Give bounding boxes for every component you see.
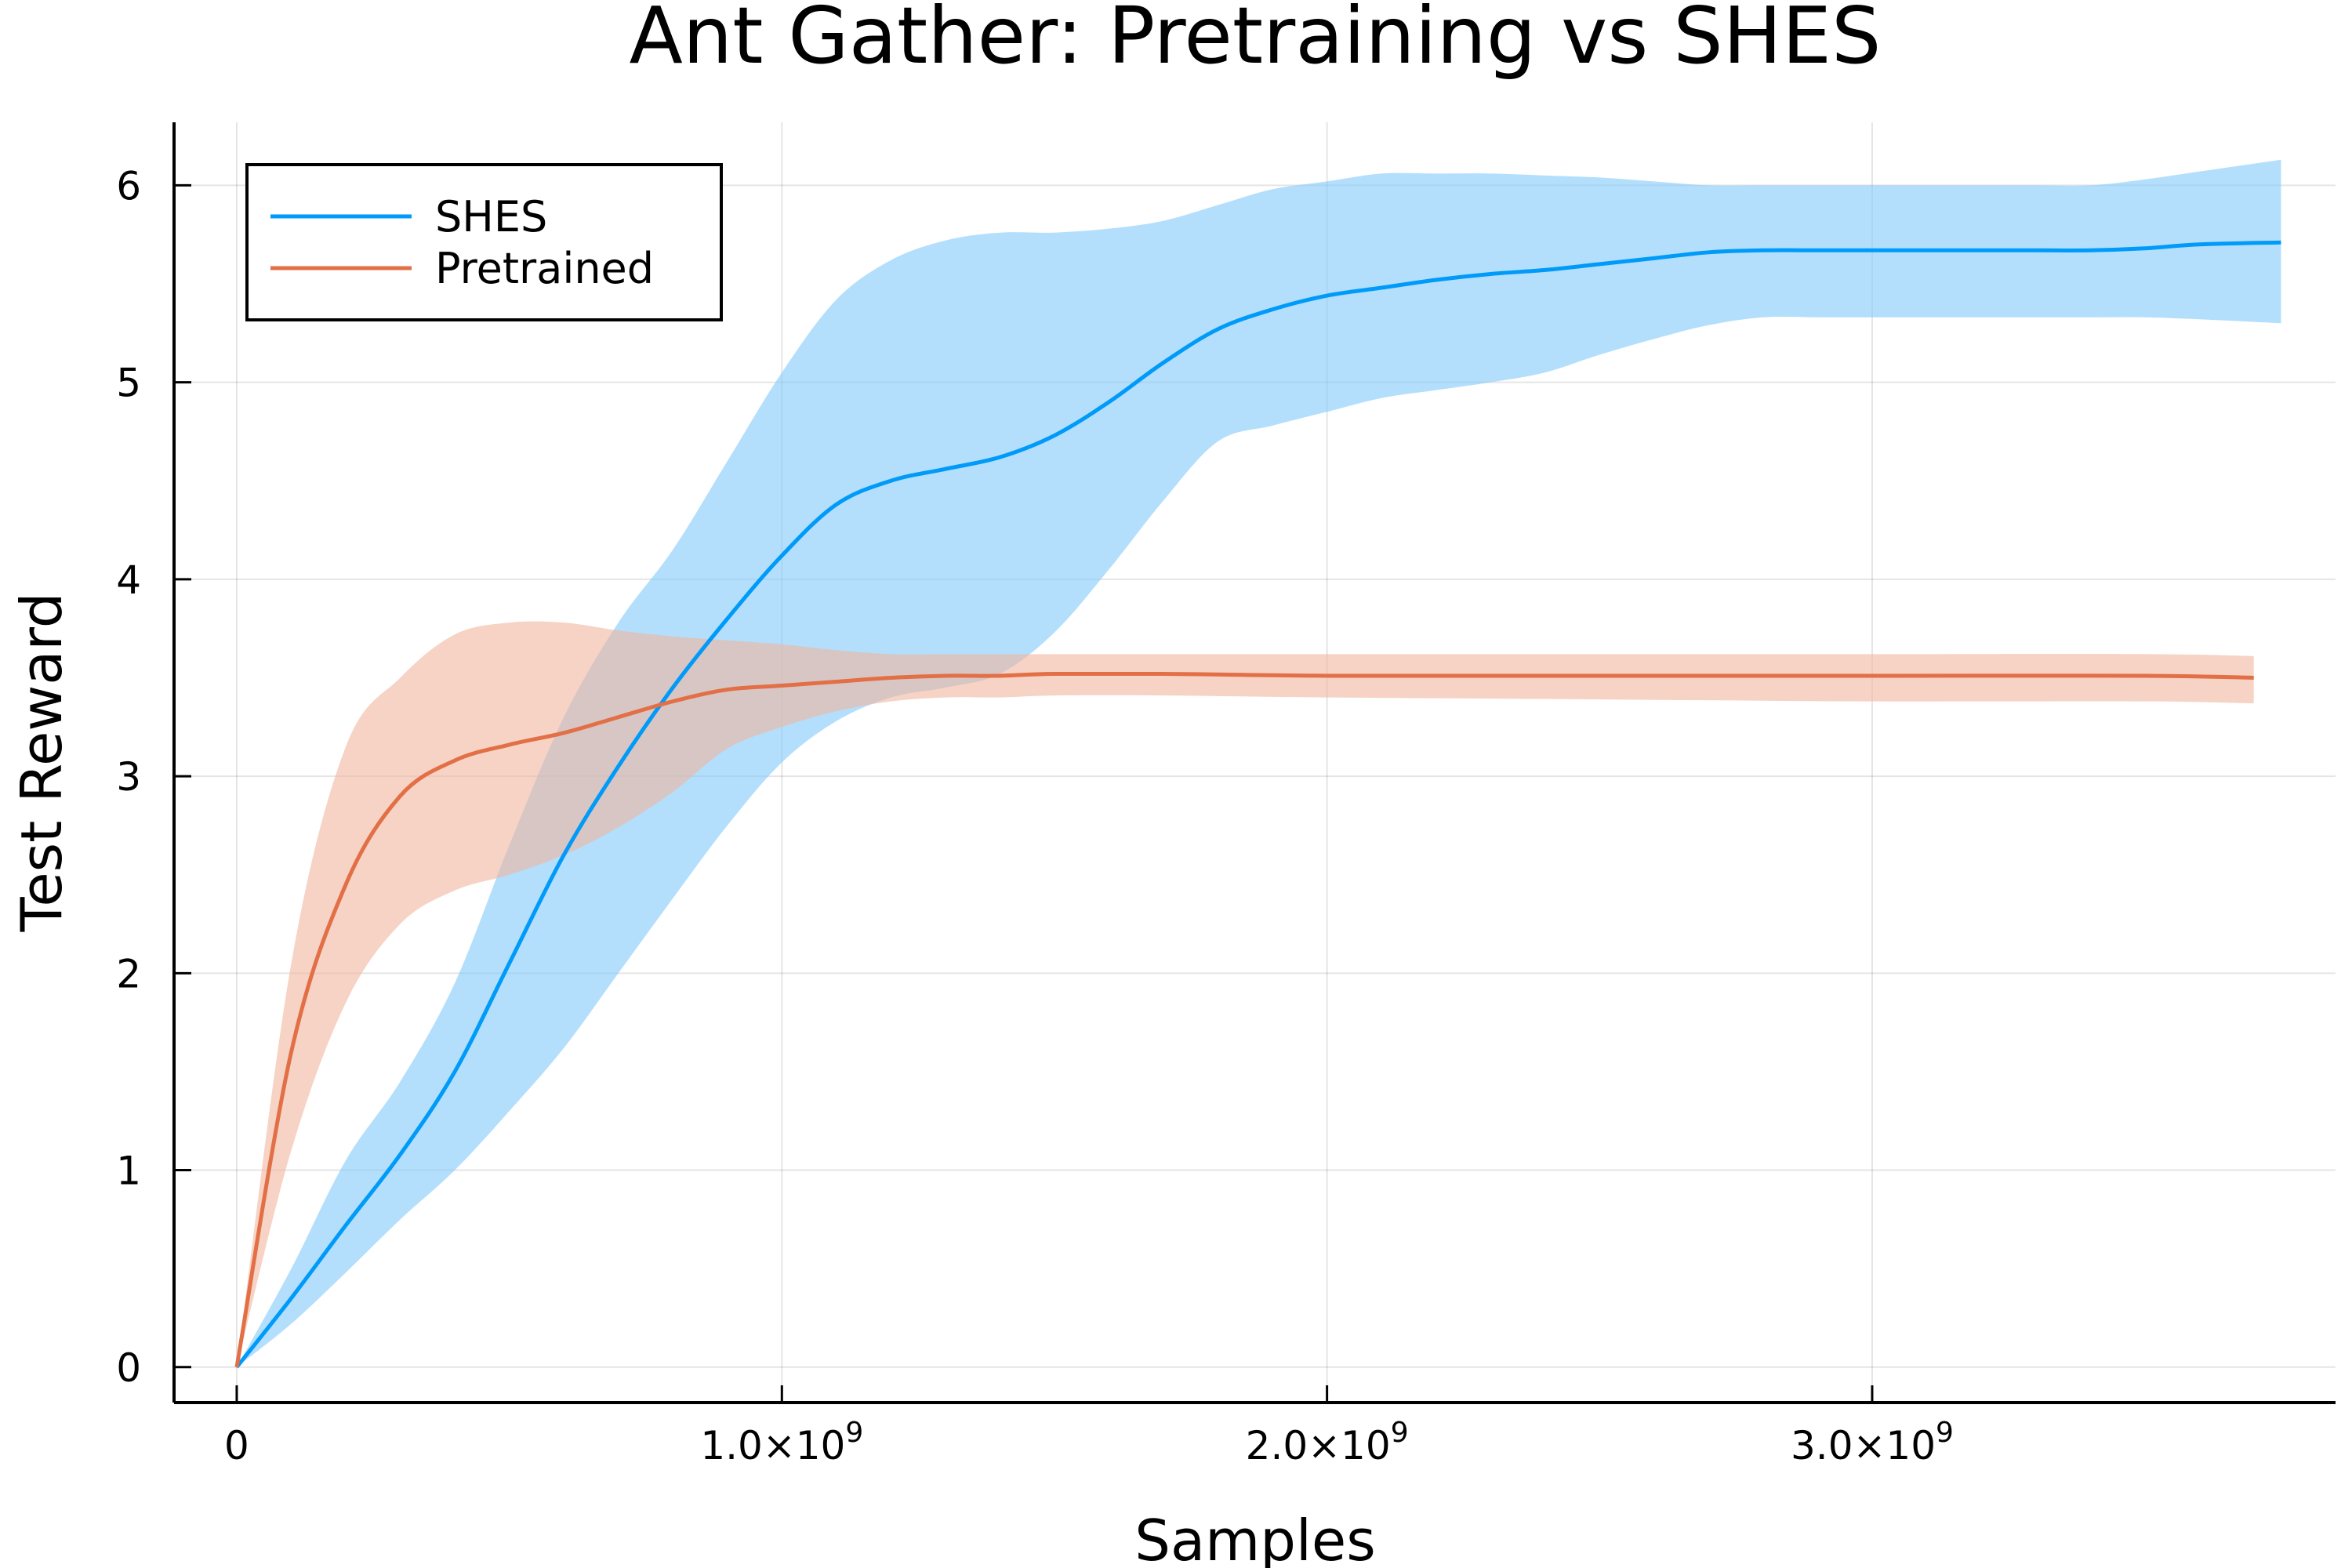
y-tick-label: 6 [116, 163, 141, 209]
x-tick-label: 3.0×109 [1791, 1417, 1954, 1468]
x-axis-title: Samples [1134, 1508, 1375, 1568]
line-pretrained [234, 671, 2254, 1368]
legend-label-shes: SHES [435, 192, 547, 241]
y-tick-label: 2 [116, 951, 141, 996]
band-pretrained [236, 621, 2254, 1367]
band-shes [236, 159, 2281, 1367]
x-tick-label: 0 [224, 1423, 249, 1468]
x-ticks: 0 1.0×109 2.0×109 3.0×109 [224, 1385, 1954, 1468]
y-tick-label: 3 [116, 754, 141, 800]
y-tick-label: 1 [116, 1149, 141, 1194]
y-tick-label: 4 [116, 557, 141, 603]
x-tick-label: 2.0×109 [1246, 1417, 1409, 1468]
legend-box [245, 163, 723, 321]
confidence-bands [236, 159, 2281, 1367]
legend: SHES Pretrained [245, 163, 723, 321]
y-ticks: 0 1 2 3 4 5 6 [116, 163, 191, 1391]
chart-title: Ant Gather: Pretraining vs SHES [629, 0, 1881, 82]
y-tick-label: 5 [116, 361, 141, 406]
line-shes [235, 240, 2281, 1369]
legend-label-pretrained: Pretrained [435, 244, 654, 293]
y-axis-title: Test Reward [9, 593, 74, 933]
x-tick-label: 1.0×109 [700, 1417, 863, 1468]
plot-area [174, 122, 2336, 1403]
series-lines [234, 240, 2281, 1369]
axes: 0 1.0×109 2.0×109 3.0×109 0 1 2 3 4 5 6 [116, 122, 2336, 1468]
y-tick-label: 0 [116, 1345, 141, 1391]
